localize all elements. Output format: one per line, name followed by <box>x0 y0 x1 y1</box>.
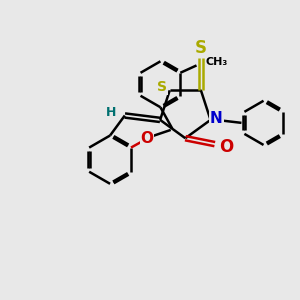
Text: N: N <box>210 111 223 126</box>
Text: O: O <box>219 138 233 156</box>
Text: CH₃: CH₃ <box>205 58 228 68</box>
Text: S: S <box>158 80 167 94</box>
Text: O: O <box>141 131 154 146</box>
Text: S: S <box>195 39 207 57</box>
Text: H: H <box>106 106 117 119</box>
